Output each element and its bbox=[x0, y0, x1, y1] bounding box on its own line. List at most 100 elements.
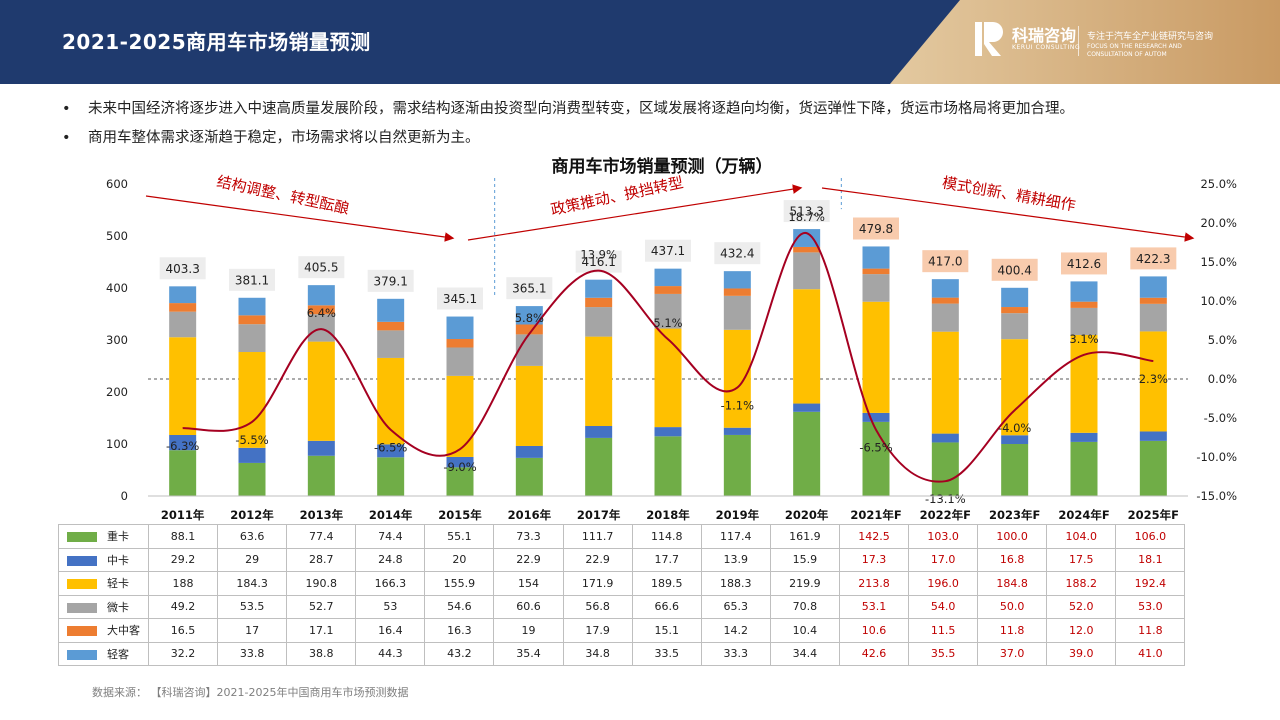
bar-segment-3 bbox=[169, 311, 197, 338]
x-tick-label: 2025年F bbox=[1128, 508, 1179, 522]
bar-segment-1 bbox=[307, 440, 335, 456]
series-name: 中卡 bbox=[107, 553, 129, 567]
table-cell: 196.0 bbox=[908, 571, 979, 596]
growth-label: -6.5% bbox=[374, 441, 407, 455]
table-cell: 65.3 bbox=[700, 594, 771, 619]
x-tick-label: 2013年 bbox=[300, 508, 344, 522]
total-label: 432.4 bbox=[720, 247, 754, 261]
table-cell: 17.3 bbox=[838, 547, 910, 572]
total-label: 412.6 bbox=[1067, 257, 1101, 271]
table-cell: 17.9 bbox=[562, 618, 633, 643]
table-cell: 184.8 bbox=[977, 571, 1048, 596]
table-cell: 50.0 bbox=[977, 594, 1048, 619]
bar-segment-1 bbox=[169, 435, 197, 451]
table-cell: 63.6 bbox=[217, 524, 288, 549]
bar-segment-1 bbox=[1139, 431, 1167, 441]
growth-label: -1.1% bbox=[721, 399, 754, 413]
bar-segment-4 bbox=[862, 268, 890, 275]
table-cell: 17.5 bbox=[1046, 547, 1117, 572]
bar-segment-0 bbox=[446, 467, 474, 496]
phase-arrow bbox=[467, 184, 803, 241]
series-name: 轻客 bbox=[107, 647, 129, 661]
bar-segment-4 bbox=[377, 321, 405, 331]
total-label-bg bbox=[1061, 252, 1107, 275]
table-cell: 14.2 bbox=[700, 618, 771, 643]
growth-label: -4.0% bbox=[998, 421, 1031, 435]
growth-label: 6.4% bbox=[307, 306, 336, 320]
bar-segment-3 bbox=[585, 307, 613, 337]
table-cell: 37.0 bbox=[977, 641, 1048, 666]
series-name: 轻卡 bbox=[107, 577, 129, 591]
legend-swatch bbox=[67, 602, 97, 613]
growth-label: 13.9% bbox=[580, 248, 617, 262]
table-cell: 88.1 bbox=[147, 524, 219, 549]
total-label: 379.1 bbox=[373, 274, 407, 288]
y2-tick-label: 0.0% bbox=[1208, 372, 1237, 386]
bar-segment-5 bbox=[654, 268, 682, 287]
table-cell: 33.5 bbox=[631, 641, 702, 666]
table-cell: 192.4 bbox=[1115, 571, 1186, 596]
y2-tick-label: -10.0% bbox=[1196, 450, 1237, 464]
total-label: 400.4 bbox=[997, 263, 1031, 277]
data-table: 重卡 88.1 63.6 77.4 74.4 55.1 73.3 111.7 114.8 117.… bbox=[58, 524, 1186, 666]
x-tick-label: 2024年F bbox=[1058, 508, 1109, 522]
total-label-bg bbox=[991, 258, 1038, 281]
bar-segment-4 bbox=[654, 286, 682, 294]
table-cell: 11.8 bbox=[977, 618, 1048, 643]
y2-tick-label: 5.0% bbox=[1208, 333, 1237, 347]
total-label-bg bbox=[645, 239, 691, 262]
series-label-cell: 微卡 bbox=[58, 594, 149, 619]
series-name: 重卡 bbox=[107, 530, 129, 544]
growth-label: 2.3% bbox=[1139, 372, 1168, 386]
total-label-bg bbox=[922, 250, 969, 273]
bar-segment-0 bbox=[238, 462, 266, 496]
table-cell: 17.0 bbox=[908, 547, 979, 572]
bar-segment-1 bbox=[585, 426, 613, 438]
table-cell: 60.6 bbox=[493, 594, 564, 619]
table-cell: 77.4 bbox=[286, 524, 357, 549]
bar-segment-0 bbox=[307, 455, 335, 496]
total-label-bg bbox=[783, 200, 830, 223]
table-cell: 53.0 bbox=[1115, 594, 1186, 619]
table-cell: 55.1 bbox=[424, 524, 495, 549]
bar-segment-1 bbox=[446, 456, 474, 468]
growth-line-path bbox=[182, 232, 1154, 483]
y2-tick-label: -15.0% bbox=[1196, 489, 1237, 503]
table-cell: 10.6 bbox=[838, 618, 910, 643]
x-tick-label: 2023年F bbox=[989, 508, 1040, 522]
total-label: 345.1 bbox=[443, 292, 477, 306]
bar-segment-5 bbox=[446, 316, 474, 340]
total-label-bg bbox=[575, 250, 622, 273]
table-cell: 35.5 bbox=[908, 641, 979, 666]
table-cell: 70.8 bbox=[769, 594, 840, 619]
bar-segment-0 bbox=[1070, 441, 1098, 496]
total-label-bg bbox=[298, 256, 345, 279]
kerui-logo-icon bbox=[975, 22, 1003, 56]
bar-segment-4 bbox=[585, 297, 613, 308]
table-cell: 15.9 bbox=[769, 547, 840, 572]
x-tick-label: 2020年 bbox=[785, 508, 829, 522]
sales-forecast-chart: 商用车市场销量预测（万辆） 403.3 381.1 405.5 379.1 345.1 3… bbox=[106, 156, 1237, 522]
total-label: 416.1 bbox=[581, 255, 615, 269]
total-label-bg bbox=[853, 217, 899, 240]
series-label-cell: 轻客 bbox=[58, 641, 149, 666]
table-cell: 33.8 bbox=[217, 641, 288, 666]
table-cell: 56.8 bbox=[562, 594, 633, 619]
table-cell: 74.4 bbox=[355, 524, 426, 549]
bar-segment-0 bbox=[1139, 440, 1167, 496]
bar-segment-5 bbox=[169, 286, 197, 304]
table-cell: 19 bbox=[493, 618, 564, 643]
bullet-item: • 商用车整体需求逐渐趋于稳定，市场需求将以自然更新为主。 bbox=[62, 126, 480, 147]
brand-name: 科瑞咨询 bbox=[1012, 26, 1077, 45]
series-label-cell: 大中客 bbox=[58, 618, 149, 643]
growth-label: -5.5% bbox=[235, 433, 268, 447]
growth-label: -13.1% bbox=[925, 492, 966, 506]
phase-arrow bbox=[145, 195, 455, 242]
bar-segment-1 bbox=[862, 412, 890, 422]
legend-swatch bbox=[67, 649, 97, 660]
table-cell: 35.4 bbox=[493, 641, 564, 666]
total-label-bg bbox=[714, 242, 761, 265]
bar-segment-5 bbox=[377, 298, 405, 322]
total-label: 365.1 bbox=[512, 282, 546, 296]
bar-segment-1 bbox=[1070, 432, 1098, 442]
